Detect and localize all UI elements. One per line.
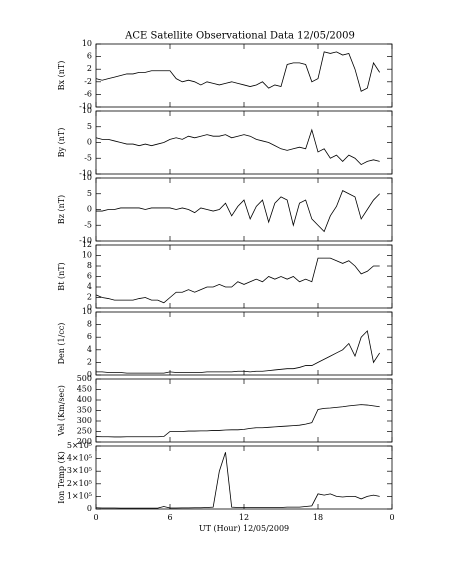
data-line (95, 452, 380, 509)
y-tick-label: 2 (87, 293, 92, 302)
y-tick-label: 6 (87, 272, 92, 281)
y-tick-label: 300 (77, 416, 92, 425)
y-tick-label: 5 (87, 189, 92, 198)
data-line (96, 330, 381, 374)
y-tick-label: 2 (87, 64, 92, 73)
y-tick-label: 0 (87, 303, 92, 312)
y-tick-label: 5×10⁵ (67, 441, 92, 450)
y-tick-label: 450 (77, 385, 92, 394)
data-line (95, 257, 380, 304)
y-tick-label: 0 (87, 504, 92, 513)
y-tick-label: -5 (84, 153, 92, 162)
x-tick-label: 18 (313, 513, 323, 522)
y-tick-label: 10 (82, 106, 92, 115)
y-tick-label: 200 (77, 437, 92, 446)
chart-title: ACE Satellite Observational Data 12/05/2… (124, 31, 355, 42)
y-tick-label: 3×10⁵ (67, 466, 92, 475)
y-tick-label: 4 (87, 282, 92, 291)
y-axis-label: Vel (Km/sec) (57, 385, 66, 437)
y-axis-label: Den (1/cc) (57, 323, 66, 365)
y-tick-label: 0 (87, 370, 92, 379)
y-tick-label: 2×10⁵ (67, 479, 92, 488)
y-tick-label: 400 (77, 395, 92, 404)
y-axis-label: Bt (nT) (57, 262, 66, 290)
y-tick-label: 1×10⁵ (67, 491, 92, 500)
y-tick-label: -5 (84, 220, 92, 229)
y-tick-label: -2 (84, 77, 92, 86)
y-tick-label: -10 (79, 169, 92, 178)
data-line (95, 51, 381, 92)
y-tick-label: 2 (87, 357, 92, 366)
y-tick-label: 6 (87, 52, 92, 61)
y-tick-label: 10 (82, 39, 92, 48)
y-tick-label: -10 (79, 102, 92, 111)
data-line (95, 404, 380, 438)
x-axis-label: UT (Hour) 12/05/2009 (199, 524, 289, 533)
x-tick-label: 0 (389, 513, 394, 522)
y-tick-label: 12 (82, 240, 92, 249)
y-tick-label: 10 (82, 173, 92, 182)
y-tick-label: 0 (87, 138, 92, 147)
y-axis-label: Ion Temp (K) (57, 451, 66, 504)
x-tick-label: 6 (167, 513, 172, 522)
y-tick-label: 8 (87, 320, 92, 329)
y-tick-label: 0 (87, 205, 92, 214)
y-tick-label: 10 (82, 251, 92, 260)
y-tick-label: 500 (77, 374, 92, 383)
data-line (95, 128, 380, 166)
y-tick-label: 8 (87, 261, 92, 270)
data-line (96, 190, 380, 233)
x-tick-label: 12 (239, 513, 249, 522)
y-tick-label: 5 (87, 122, 92, 131)
y-axis-label: By (nT) (57, 128, 66, 158)
y-axis-label: Bx (nT) (57, 61, 66, 91)
y-tick-label: 6 (87, 332, 92, 341)
y-axis-label: Bz (nT) (57, 195, 66, 224)
x-tick-label: 0 (93, 513, 98, 522)
y-tick-label: 4×10⁵ (67, 454, 92, 463)
y-tick-label: -6 (84, 89, 92, 98)
y-tick-label: -10 (79, 236, 92, 245)
y-tick-label: 4 (87, 345, 92, 354)
y-tick-label: 10 (82, 307, 92, 316)
y-tick-label: 250 (77, 427, 92, 436)
y-tick-label: 350 (77, 406, 92, 415)
